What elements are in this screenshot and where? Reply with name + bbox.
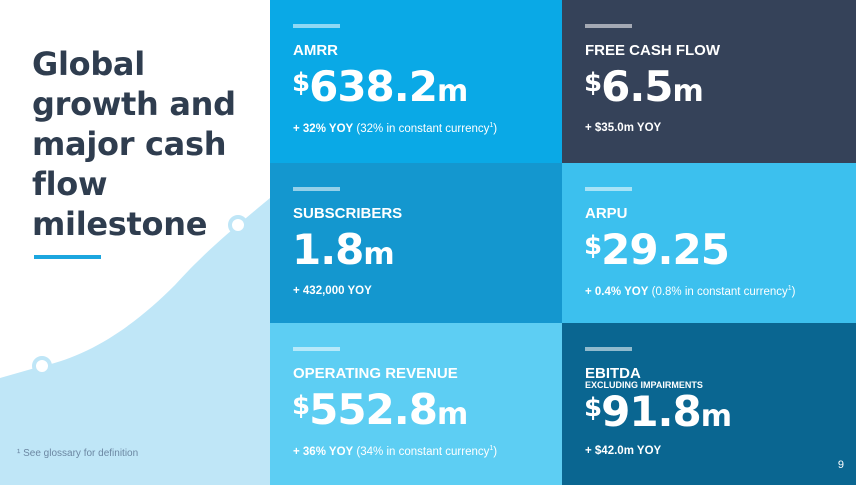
currency-symbol: $ bbox=[584, 68, 602, 98]
change-note: (0.8% in constant currency1) bbox=[651, 285, 796, 298]
headline: Global growth and major cash flow milest… bbox=[32, 44, 264, 244]
value-unit: m bbox=[672, 74, 704, 109]
footnote: ¹ See glossary for definition bbox=[17, 448, 139, 459]
change-value: + $35.0m YOY bbox=[585, 122, 662, 134]
tile-ebitda: EBITDA EXCLUDING IMPAIRMENTS $91.8m + $4… bbox=[562, 323, 856, 485]
tile-change: + 0.4% YOY (0.8% in constant currency1) bbox=[585, 285, 796, 298]
value-number: 91.8 bbox=[601, 387, 702, 436]
headline-underline bbox=[34, 255, 101, 259]
tile-rule bbox=[293, 187, 340, 191]
tile-change: + $42.0m YOY bbox=[585, 445, 661, 457]
change-value: + $42.0m YOY bbox=[585, 445, 662, 457]
tile-value: 1.8m bbox=[292, 229, 395, 272]
tile-label: FREE CASH FLOW bbox=[585, 42, 720, 59]
tile-value: $29.25 bbox=[584, 229, 730, 271]
value-unit: m bbox=[363, 237, 394, 272]
tile-value: $638.2m bbox=[292, 66, 468, 109]
tile-label: OPERATING REVENUE bbox=[293, 365, 458, 382]
tile-label: EBITDA bbox=[585, 365, 641, 382]
headline-line: Global bbox=[32, 45, 145, 83]
tile-change: + $35.0m YOY bbox=[585, 122, 661, 134]
curve-point-start bbox=[32, 356, 52, 376]
change-note: (32% in constant currency1) bbox=[356, 122, 498, 135]
tile-rule bbox=[585, 347, 632, 351]
change-value: + 32% YOY bbox=[293, 122, 354, 135]
currency-symbol: $ bbox=[292, 68, 310, 98]
tile-amrr: AMRR $638.2m + 32% YOY (32% in constant … bbox=[270, 0, 562, 163]
value-number: 552.8 bbox=[309, 385, 438, 434]
value-number: 29.25 bbox=[601, 225, 730, 274]
headline-line: major cash bbox=[32, 125, 227, 163]
change-value: + 36% YOY bbox=[293, 445, 354, 458]
tile-value: $6.5m bbox=[584, 66, 704, 109]
headline-line: flow bbox=[32, 165, 108, 203]
tile-label: SUBSCRIBERS bbox=[293, 205, 403, 222]
tile-change: + 32% YOY (32% in constant currency1) bbox=[293, 122, 497, 135]
tile-value: $91.8m bbox=[584, 391, 732, 434]
tile-label: AMRR bbox=[293, 42, 338, 59]
tile-rule bbox=[585, 24, 632, 28]
change-value: + 0.4% YOY bbox=[585, 285, 649, 298]
tile-change: + 36% YOY (34% in constant currency1) bbox=[293, 445, 497, 458]
growth-curve-area bbox=[0, 198, 270, 485]
tile-value: $552.8m bbox=[292, 389, 468, 432]
growth-curve-graphic bbox=[0, 198, 270, 485]
value-number: 638.2 bbox=[309, 62, 438, 111]
tile-sublabel: EXCLUDING IMPAIRMENTS bbox=[585, 380, 703, 390]
value-unit: m bbox=[436, 74, 468, 109]
tile-rule bbox=[293, 24, 340, 28]
tile-arpu: ARPU $29.25 + 0.4% YOY (0.8% in constant… bbox=[562, 163, 856, 323]
headline-line: growth and bbox=[32, 85, 236, 123]
tile-operating-revenue: OPERATING REVENUE $552.8m + 36% YOY (34%… bbox=[270, 323, 562, 485]
value-number: 6.5 bbox=[601, 62, 673, 111]
headline-line: milestone bbox=[32, 205, 208, 243]
tile-label: ARPU bbox=[585, 205, 628, 222]
change-note: (34% in constant currency1) bbox=[356, 445, 498, 458]
tile-rule bbox=[293, 347, 340, 351]
page-number: 9 bbox=[837, 459, 844, 471]
left-panel: Global growth and major cash flow milest… bbox=[0, 0, 270, 485]
currency-symbol: $ bbox=[584, 393, 602, 423]
change-value: + 432,000 YOY bbox=[293, 285, 372, 297]
value-unit: m bbox=[436, 397, 468, 432]
currency-symbol: $ bbox=[584, 231, 602, 261]
value-unit: m bbox=[700, 399, 732, 434]
currency-symbol: $ bbox=[292, 391, 310, 421]
tile-subscribers: SUBSCRIBERS 1.8m + 432,000 YOY bbox=[270, 163, 562, 323]
value-number: 1.8 bbox=[292, 225, 364, 274]
curve-point-end bbox=[228, 215, 248, 235]
tile-rule bbox=[585, 187, 632, 191]
tile-change: + 432,000 YOY bbox=[293, 285, 372, 297]
tile-free-cash-flow: FREE CASH FLOW $6.5m + $35.0m YOY bbox=[562, 0, 856, 163]
